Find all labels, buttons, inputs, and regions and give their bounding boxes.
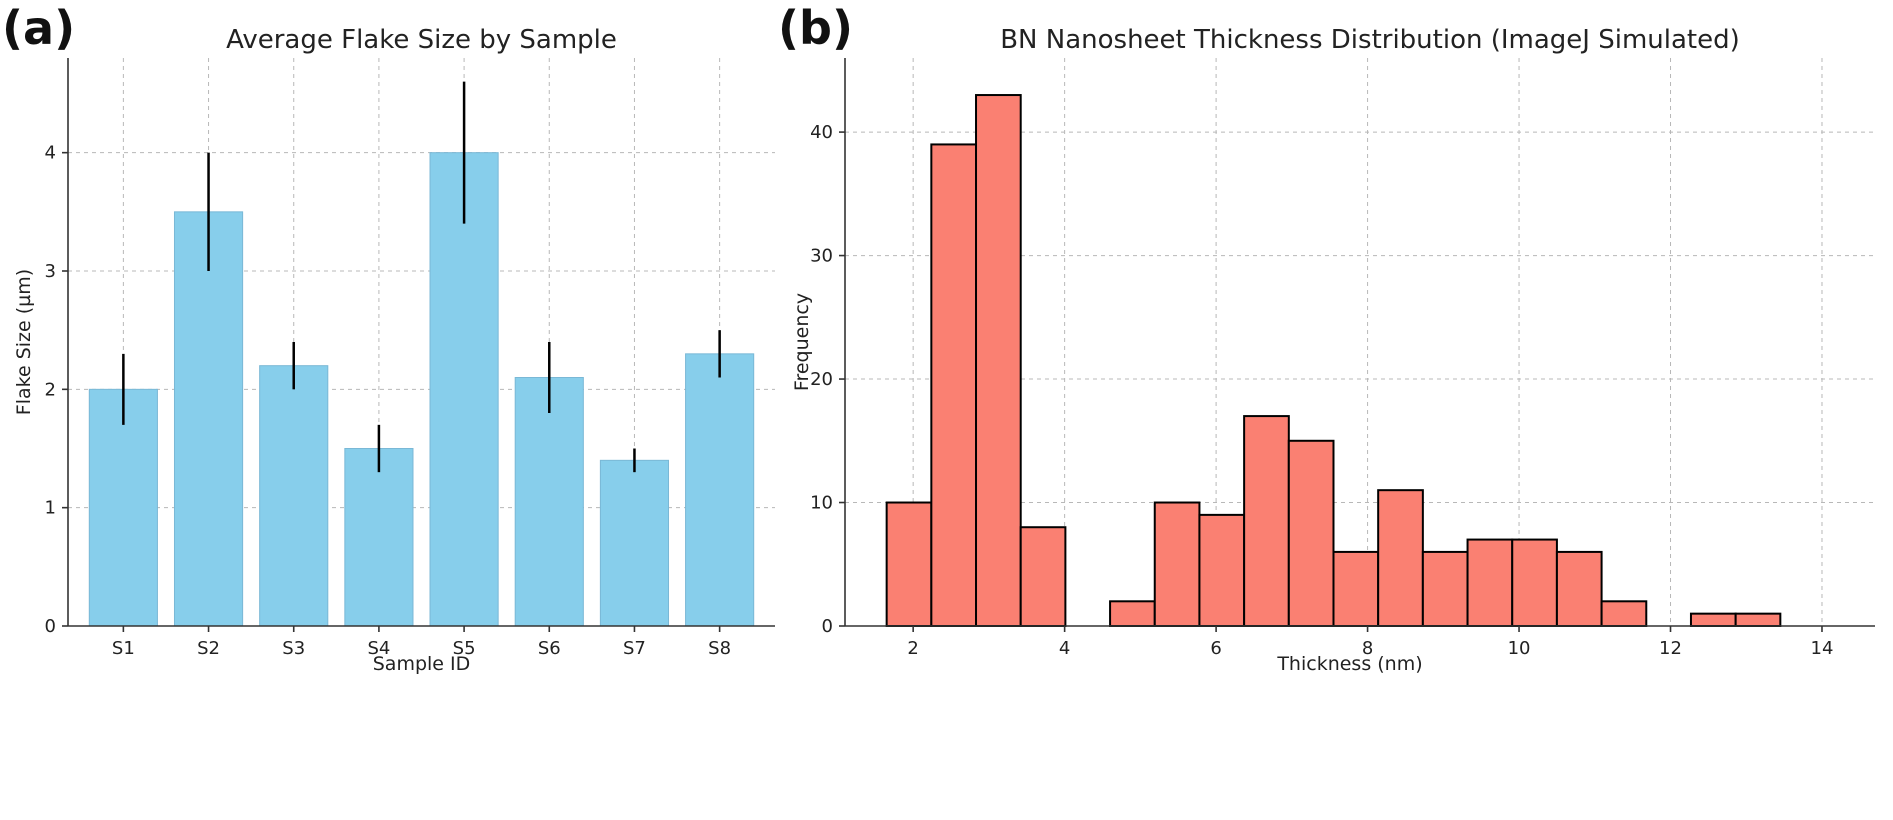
x-tick-label: 6 [1210, 638, 1221, 659]
y-tick-label: 20 [810, 369, 833, 390]
histogram-bar [1243, 415, 1290, 627]
histogram-bar [1153, 501, 1201, 627]
panel-label: (a) [2, 1, 75, 55]
histogram-bar [975, 94, 1022, 628]
histogram-bar [1019, 526, 1067, 628]
x-tick-label: 12 [1659, 638, 1682, 659]
panel-b-thickness-histogram: 0 10 20 30 40 2 4 6 8 10 12 14 BN Nanosheet Thicknes… [778, 1, 1875, 675]
bar-s1 [88, 388, 158, 627]
x-tick-label: S5 [453, 638, 476, 659]
histogram-bar [1734, 612, 1782, 627]
bar-s5 [429, 152, 499, 627]
histogram-bar [1600, 600, 1648, 627]
histogram-bar [1466, 538, 1514, 628]
bar-s8 [685, 353, 755, 627]
x-tick-label: S4 [367, 638, 390, 659]
bar-s2 [173, 211, 244, 627]
y-tick-label: 30 [810, 246, 833, 267]
bar-s3 [259, 365, 329, 627]
histogram-bar [885, 501, 933, 627]
histogram-bar [1287, 439, 1335, 628]
x-tick-label: 2 [907, 638, 918, 659]
bar-s4 [344, 448, 414, 627]
x-tick-label: 14 [1811, 638, 1834, 659]
x-axis-label: Sample ID [373, 653, 471, 675]
x-tick-label: S2 [197, 638, 220, 659]
y-tick-label: 2 [45, 379, 56, 400]
x-tick-label: S6 [538, 638, 561, 659]
bar-s7 [599, 459, 670, 627]
histogram-bar [1689, 612, 1737, 627]
chart-title: BN Nanosheet Thickness Distribution (Ima… [1000, 25, 1740, 55]
histogram-bar [1511, 538, 1558, 628]
histogram-bar [1421, 550, 1469, 627]
panel-label: (b) [778, 1, 853, 55]
y-tick-label: 4 [45, 143, 56, 164]
histogram-bar [1377, 489, 1424, 627]
histogram-bar [1109, 600, 1156, 627]
x-tick-label: S1 [112, 638, 135, 659]
x-tick-label: 10 [1508, 638, 1531, 659]
x-tick-label: S3 [282, 638, 305, 659]
y-axis-label: Frequency [791, 293, 813, 391]
y-tick-label: 0 [822, 616, 833, 637]
histogram-bar [1555, 550, 1603, 627]
x-tick-label: S7 [623, 638, 646, 659]
x-tick-label: 4 [1059, 638, 1070, 659]
x-tick-label: S8 [708, 638, 731, 659]
x-axis-label: Thickness (nm) [1276, 653, 1422, 675]
y-tick-label: 40 [810, 122, 833, 143]
y-tick-label: 0 [45, 616, 56, 637]
panel-a-flake-size-chart: 0 1 2 3 4 S1 S2 S3 S4 S5 S6 S7 S8 Average Flake Size … [2, 1, 775, 675]
y-axis-label: Flake Size (µm) [13, 269, 35, 415]
histogram-bar [1198, 513, 1246, 627]
y-tick-label: 3 [45, 261, 56, 282]
x-tick-label: 8 [1362, 638, 1373, 659]
chart-title: Average Flake Size by Sample [226, 25, 617, 55]
y-tick-label: 10 [810, 493, 833, 514]
bar-s6 [514, 377, 584, 627]
y-tick-label: 1 [45, 498, 56, 519]
histogram-bar [930, 143, 978, 627]
histogram-bar [1332, 550, 1380, 627]
